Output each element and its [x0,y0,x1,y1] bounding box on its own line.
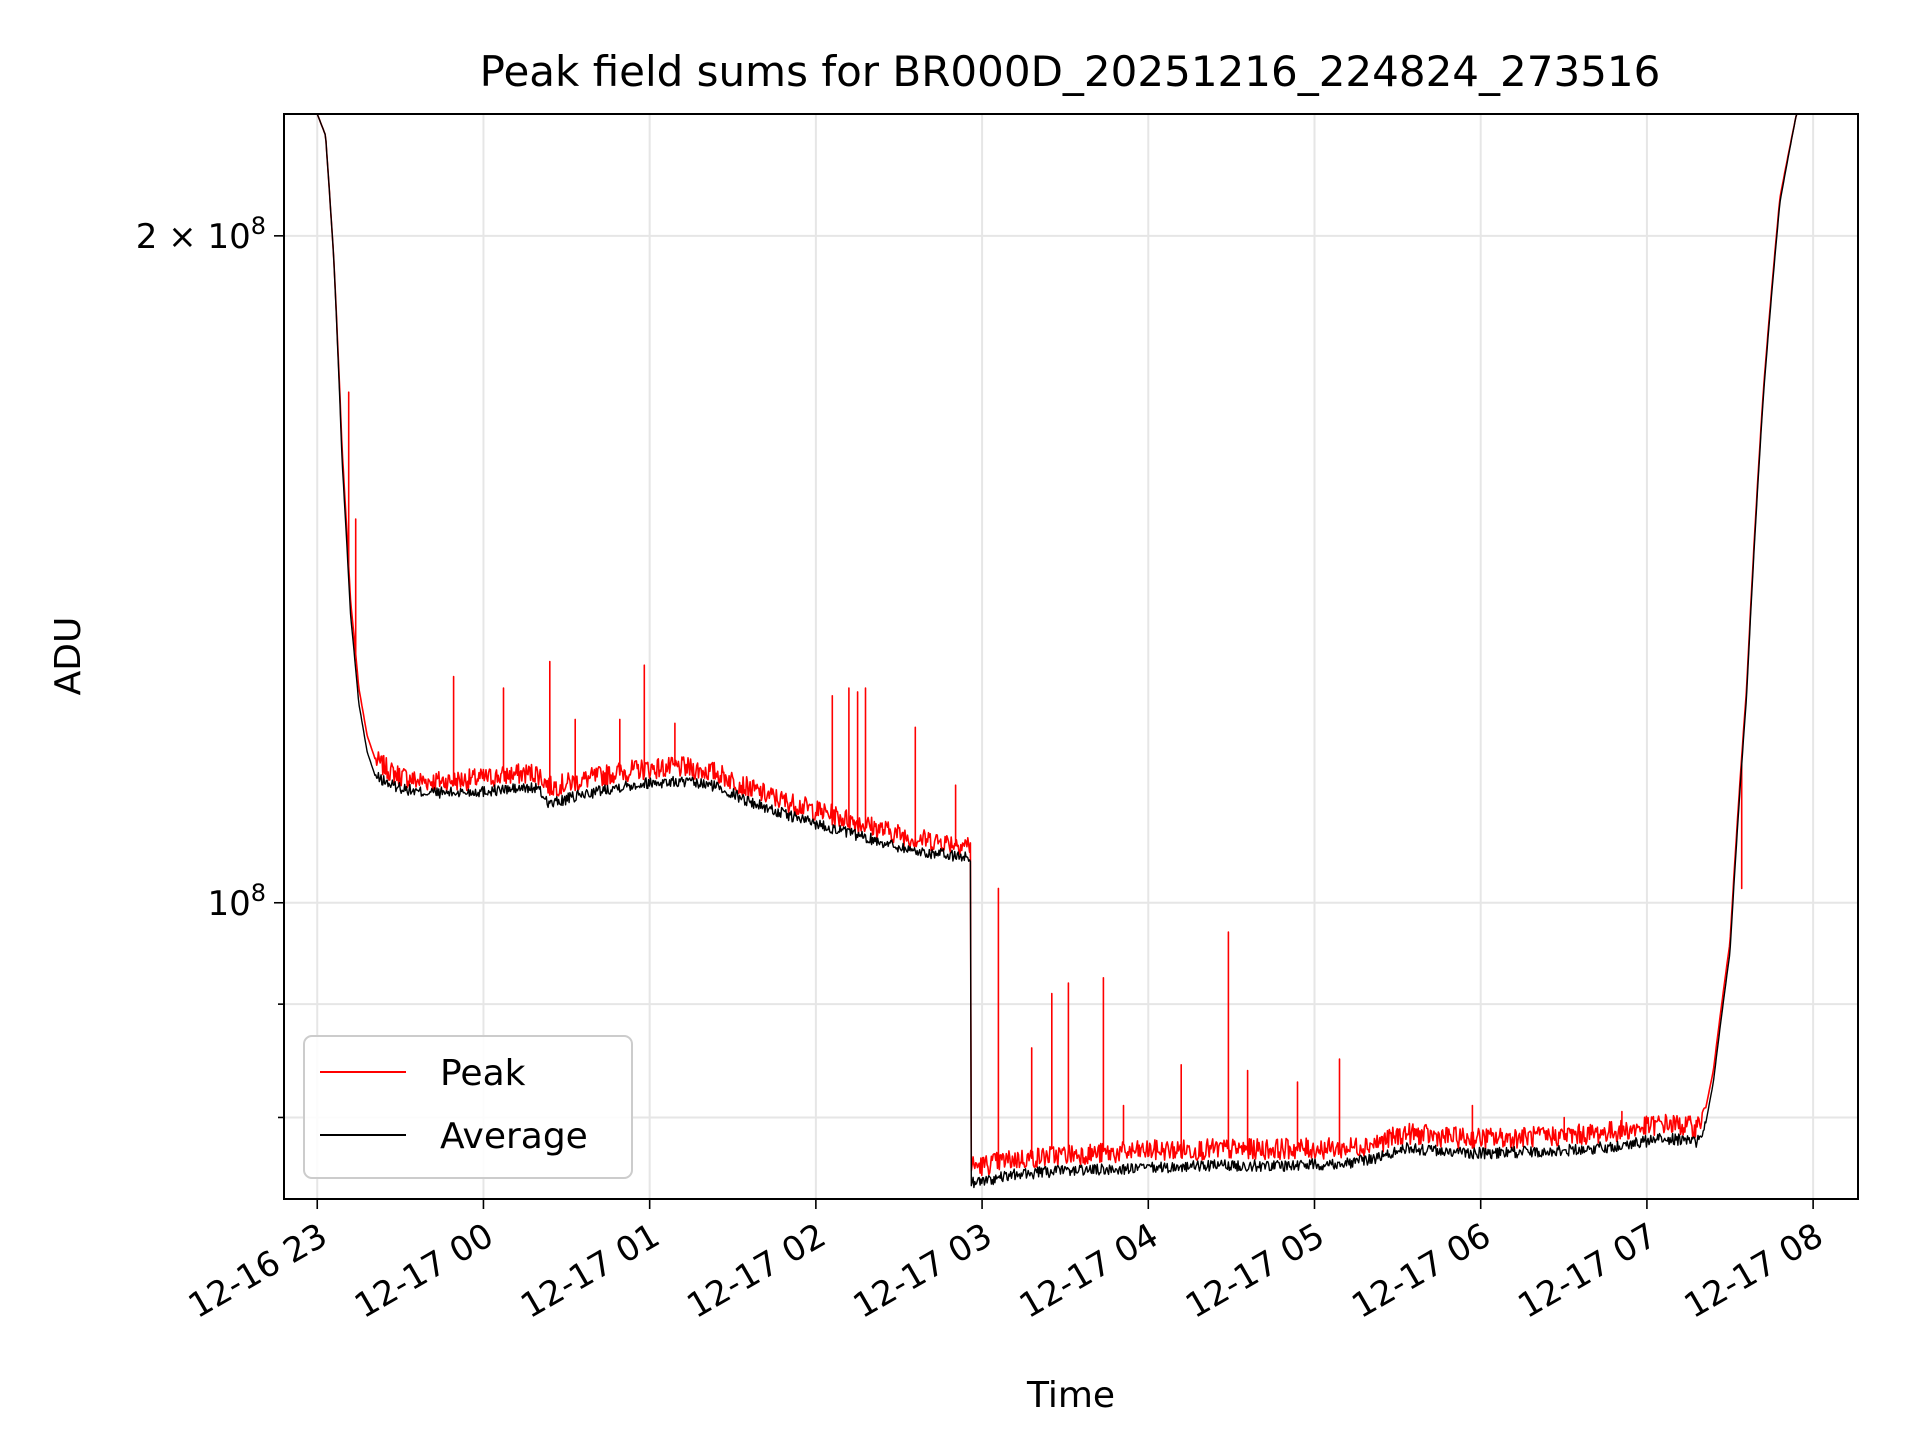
grid [284,114,1858,1199]
series-group [284,113,1858,1189]
legend: Peak Average [303,1035,633,1179]
chart-title: Peak field sums for BR000D_20251216_2248… [480,47,1661,96]
legend-label-peak: Peak [440,1053,526,1094]
x-axis-label: Time [1026,1375,1115,1416]
y-tick-label: 2 × 108 [136,212,266,257]
y-axis-label: ADU [48,617,89,696]
y-tick: 2 × 108 [136,212,284,257]
plot-frame [283,113,1859,1200]
series-line-peak [284,113,1858,1177]
series-line-average [284,113,1858,1189]
legend-label-average: Average [440,1116,588,1157]
